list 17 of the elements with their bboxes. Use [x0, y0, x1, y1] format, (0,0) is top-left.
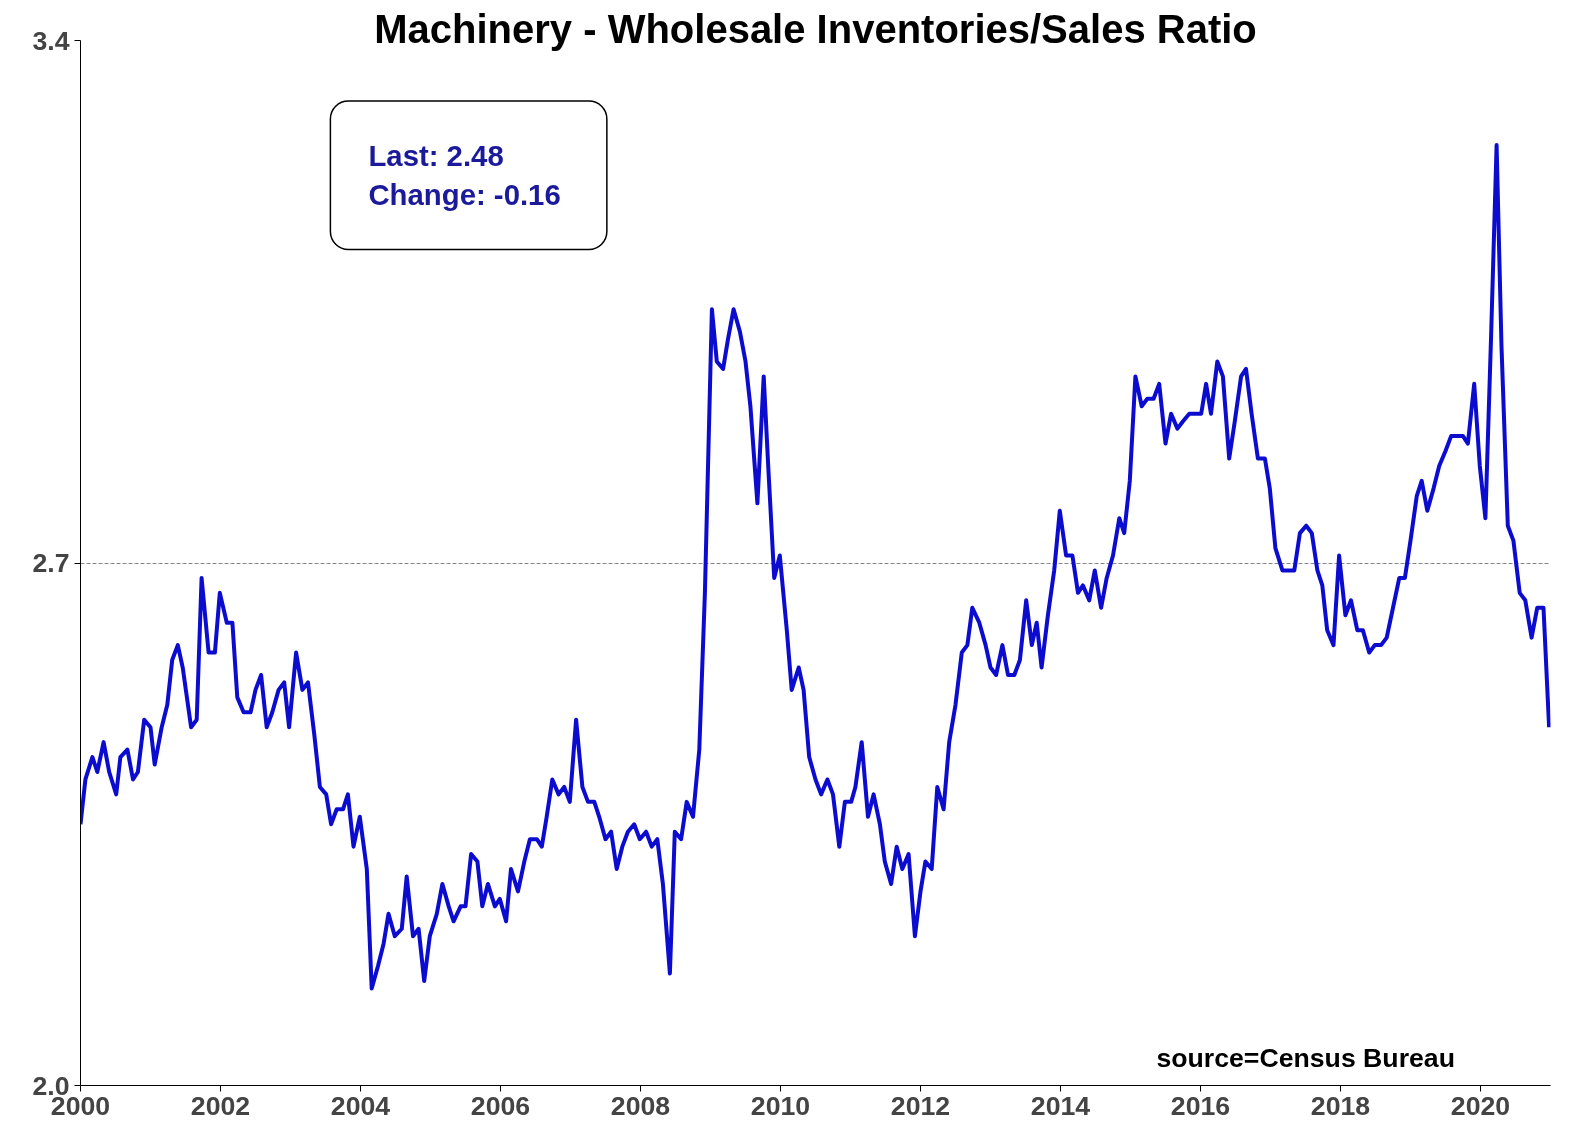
line-series: [80, 143, 1551, 991]
annotation: source=Census Bureau: [1156, 1042, 1455, 1073]
x-tick-label: 2012: [890, 1090, 951, 1121]
x-tick-label: 2002: [190, 1090, 251, 1121]
x-tick-label: 2006: [470, 1090, 531, 1121]
x-tick-label: 2014: [1030, 1090, 1091, 1121]
chart-title: Machinery - Wholesale Inventories/Sales Ratio: [374, 6, 1257, 51]
x-tick-label: 2020: [1450, 1090, 1511, 1121]
x-tick-label: 2010: [750, 1090, 811, 1121]
x-tick-label: 2008: [610, 1090, 671, 1121]
x-tick-label: 2016: [1170, 1090, 1231, 1121]
y-tick-label: 3.4: [32, 25, 70, 56]
annotation: Change: -0.16: [368, 178, 561, 212]
annotation: Last: 2.48: [368, 138, 504, 172]
x-tick-label: 2004: [330, 1090, 391, 1121]
x-tick-label: 2018: [1310, 1090, 1371, 1121]
y-tick-label: 2.7: [32, 548, 70, 578]
